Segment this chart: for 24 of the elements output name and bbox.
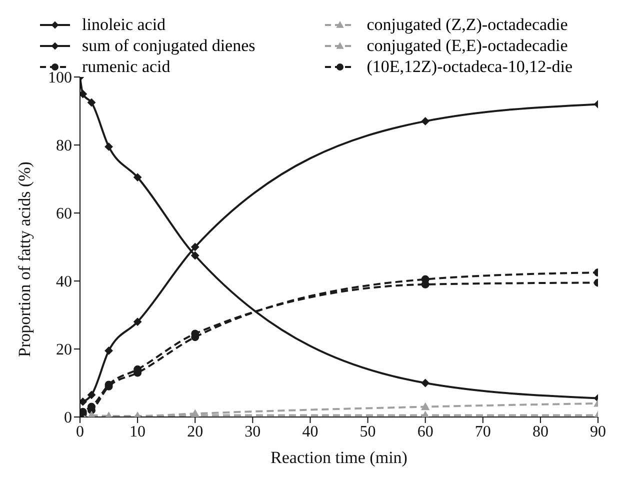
x-tick-label: 10 xyxy=(130,423,146,440)
y-tick-label: 60 xyxy=(56,206,72,223)
y-tick-label: 0 xyxy=(64,410,72,427)
y-tick-label: 40 xyxy=(56,274,72,291)
x-tick-label: 0 xyxy=(76,423,84,440)
x-tick-label: 20 xyxy=(187,423,204,440)
legend-label: rumenic acid xyxy=(82,56,170,77)
legend-label: conjugated (E,E)-octadecadie xyxy=(366,35,568,56)
legend-label: sum of conjugated dienes xyxy=(82,35,256,56)
y-axis-title: Proportion of fatty acids (%) xyxy=(15,162,34,357)
x-tick-label: 80 xyxy=(532,423,548,440)
x-tick-label: 50 xyxy=(360,423,376,440)
x-tick-label: 70 xyxy=(474,423,491,440)
y-tick-label: 100 xyxy=(48,70,72,87)
x-tick-label: 30 xyxy=(244,423,261,440)
legend-label: conjugated (Z,Z)-octadecadie xyxy=(366,14,568,35)
legend-label: (10E,12Z)-octadeca-10,12-die xyxy=(366,56,573,77)
x-tick-label: 90 xyxy=(590,423,606,440)
x-tick-label: 60 xyxy=(417,423,434,440)
x-axis-title: Reaction time (min) xyxy=(270,448,408,467)
x-tick-label: 40 xyxy=(302,423,318,440)
y-tick-label: 20 xyxy=(56,342,72,359)
y-tick-label: 80 xyxy=(56,138,72,155)
legend-label: linoleic acid xyxy=(82,14,166,35)
